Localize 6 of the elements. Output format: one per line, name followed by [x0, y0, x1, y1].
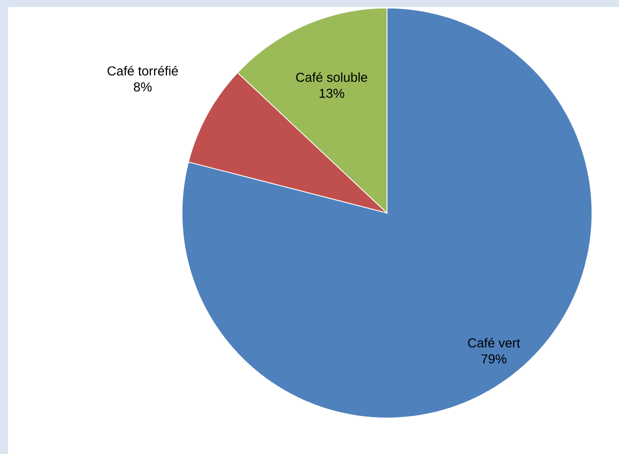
data-label: 13%	[320, 88, 344, 98]
slice-label: Café soluble	[296, 72, 368, 82]
slice-label: Café vert	[468, 338, 520, 348]
data-label: 8%	[134, 82, 152, 92]
slice-label: Café torréfié	[108, 66, 178, 76]
data-label: 79%	[481, 354, 506, 364]
